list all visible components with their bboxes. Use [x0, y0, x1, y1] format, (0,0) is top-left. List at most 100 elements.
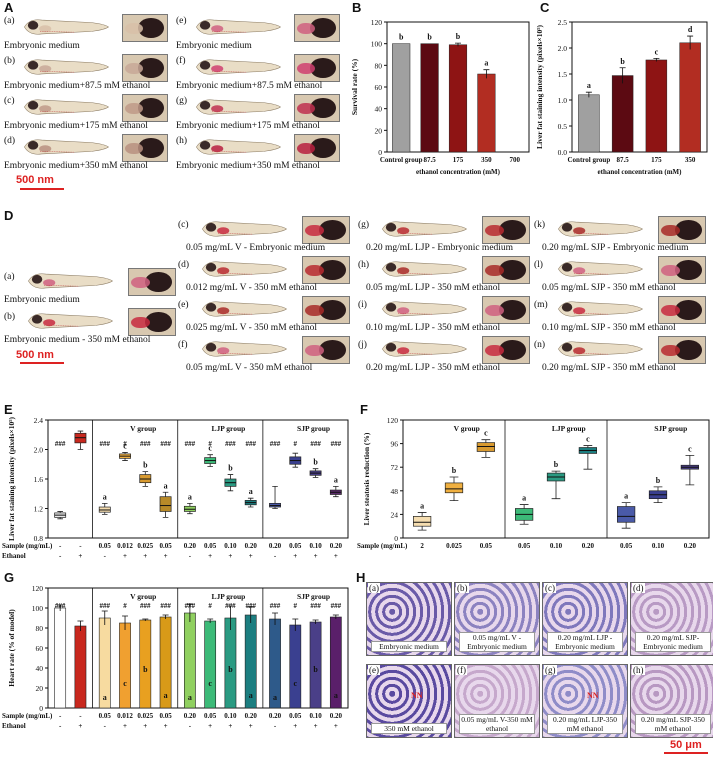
fish-tag: (d) [178, 260, 190, 270]
panel-label-e: E [4, 402, 13, 417]
bar [578, 94, 600, 153]
fish-tag: (h) [176, 136, 188, 146]
zoom-eye [319, 300, 346, 320]
significance-mark: ### [185, 440, 196, 448]
sample-value: - [79, 542, 82, 550]
y-tick-label: 0 [394, 534, 398, 543]
x-tick-label: Control group [568, 156, 611, 164]
sample-value: 0.20 [684, 542, 697, 550]
histology-tile: (a) Embryonic medium [366, 582, 452, 656]
x-axis-label: ethanol concentration (mM) [598, 168, 683, 176]
x-tick-label: 350 [685, 156, 696, 164]
y-axis-label: Liver fat staining intensity (pixels×10⁵… [7, 417, 16, 541]
zoom-liver [485, 344, 504, 357]
fish-tag: (c) [178, 220, 189, 230]
fish-caption-left: Embryonic medium [4, 41, 80, 51]
error-bar [186, 603, 193, 622]
x-tick-label: 350 [481, 156, 492, 164]
significance-mark: ### [245, 602, 256, 610]
significance-letter: a [587, 81, 591, 90]
fish-tag: (f) [178, 340, 188, 350]
zoom-liver [125, 102, 143, 115]
fish-tag: (f) [176, 56, 186, 66]
y-tick-label: 0.5 [558, 122, 568, 131]
y-tick-label: 24 [391, 510, 399, 519]
sample-value: 0.05 [204, 542, 217, 550]
error-bar [77, 620, 84, 631]
ethanol-value: + [143, 552, 147, 560]
plot-frame [402, 419, 710, 539]
significance-letter: d [688, 25, 693, 34]
histology-tile: (c) 0.20 mg/mL LJP - Embryonic medium [542, 582, 628, 656]
x-axis-label: ethanol concentration (mM) [416, 168, 501, 176]
significance-letter: b [452, 466, 457, 475]
sample-value: 0.10 [224, 712, 237, 720]
fish-zoom [658, 336, 706, 364]
bar [611, 75, 634, 153]
box-whisker [551, 470, 561, 500]
fish-tag: (n) [534, 340, 546, 350]
sample-value: 0.05 [518, 542, 531, 550]
bar [645, 59, 668, 153]
significance-letter: c [208, 679, 212, 688]
fish-image-right [196, 139, 281, 155]
fish-zoom [302, 256, 350, 284]
ethanol-value: + [123, 722, 127, 730]
significance-letter: b [656, 476, 661, 485]
histology-note: NN [587, 691, 599, 700]
fish-image [382, 301, 467, 317]
error-bar [227, 605, 234, 630]
y-axis-label: Heart rate (% of model) [7, 609, 16, 687]
histology-tile: (h) 0.20 mg/mL SJP-350 mM ethanol [630, 664, 713, 738]
significance-mark: ### [140, 602, 151, 610]
zoom-liver [305, 304, 324, 317]
box-whisker [583, 445, 593, 470]
ethanol-value: - [274, 552, 277, 560]
zoom-eye [319, 340, 346, 360]
sample-value: 0.05 [99, 712, 112, 720]
significance-letter: b [456, 32, 461, 41]
y-tick-label: 60 [375, 83, 383, 92]
x-tick-label: 87.5 [617, 156, 630, 164]
histology-caption: 0.20 mg/mL SJP- Embryonic medium [635, 632, 711, 652]
ethanol-value: - [274, 722, 277, 730]
sample-value: 0.20 [245, 542, 258, 550]
significance-mark: ### [310, 602, 321, 610]
box [444, 482, 464, 494]
histology-tag: (a) [368, 583, 380, 593]
fish-zoom-right [294, 94, 340, 122]
sample-value: 0.05 [204, 712, 217, 720]
fish-image-left [24, 59, 109, 75]
fish-image-left [24, 99, 109, 115]
error-bar [653, 58, 660, 62]
significance-letter: b [399, 33, 404, 42]
significance-letter: a [334, 475, 338, 484]
significance-mark: # [208, 602, 212, 610]
ethanol-value: + [78, 552, 82, 560]
zoom-eye [499, 300, 526, 320]
fish-tag: (m) [534, 300, 548, 310]
x-tick-label: 175 [453, 156, 464, 164]
zoom-liver [485, 264, 504, 277]
significance-mark: ### [140, 440, 151, 448]
fish-tag: (c) [4, 96, 15, 106]
significance-letter: a [249, 691, 253, 700]
box-whisker [417, 512, 427, 531]
y-tick-label: 100 [32, 604, 44, 613]
box-whisker [247, 497, 254, 508]
zoom-liver [305, 264, 324, 277]
scale-bar-a [20, 188, 64, 190]
group-label: LJP group [211, 592, 245, 601]
fish-image [28, 313, 113, 329]
significance-mark: # [294, 440, 298, 448]
zoom-eye [319, 220, 346, 240]
zoom-liver [131, 316, 150, 329]
fish-zoom [658, 216, 706, 244]
box-whisker [312, 468, 319, 478]
fish-image-left [24, 139, 109, 155]
fish-zoom [302, 296, 350, 324]
fish-zoom [482, 296, 530, 324]
fish-caption: 0.05 mg/mL LJP - 350 mM ethanol [366, 283, 501, 293]
sample-value: 0.10 [309, 712, 322, 720]
fish-caption-right: Embryonic medium+350 mM ethanol [176, 161, 320, 171]
